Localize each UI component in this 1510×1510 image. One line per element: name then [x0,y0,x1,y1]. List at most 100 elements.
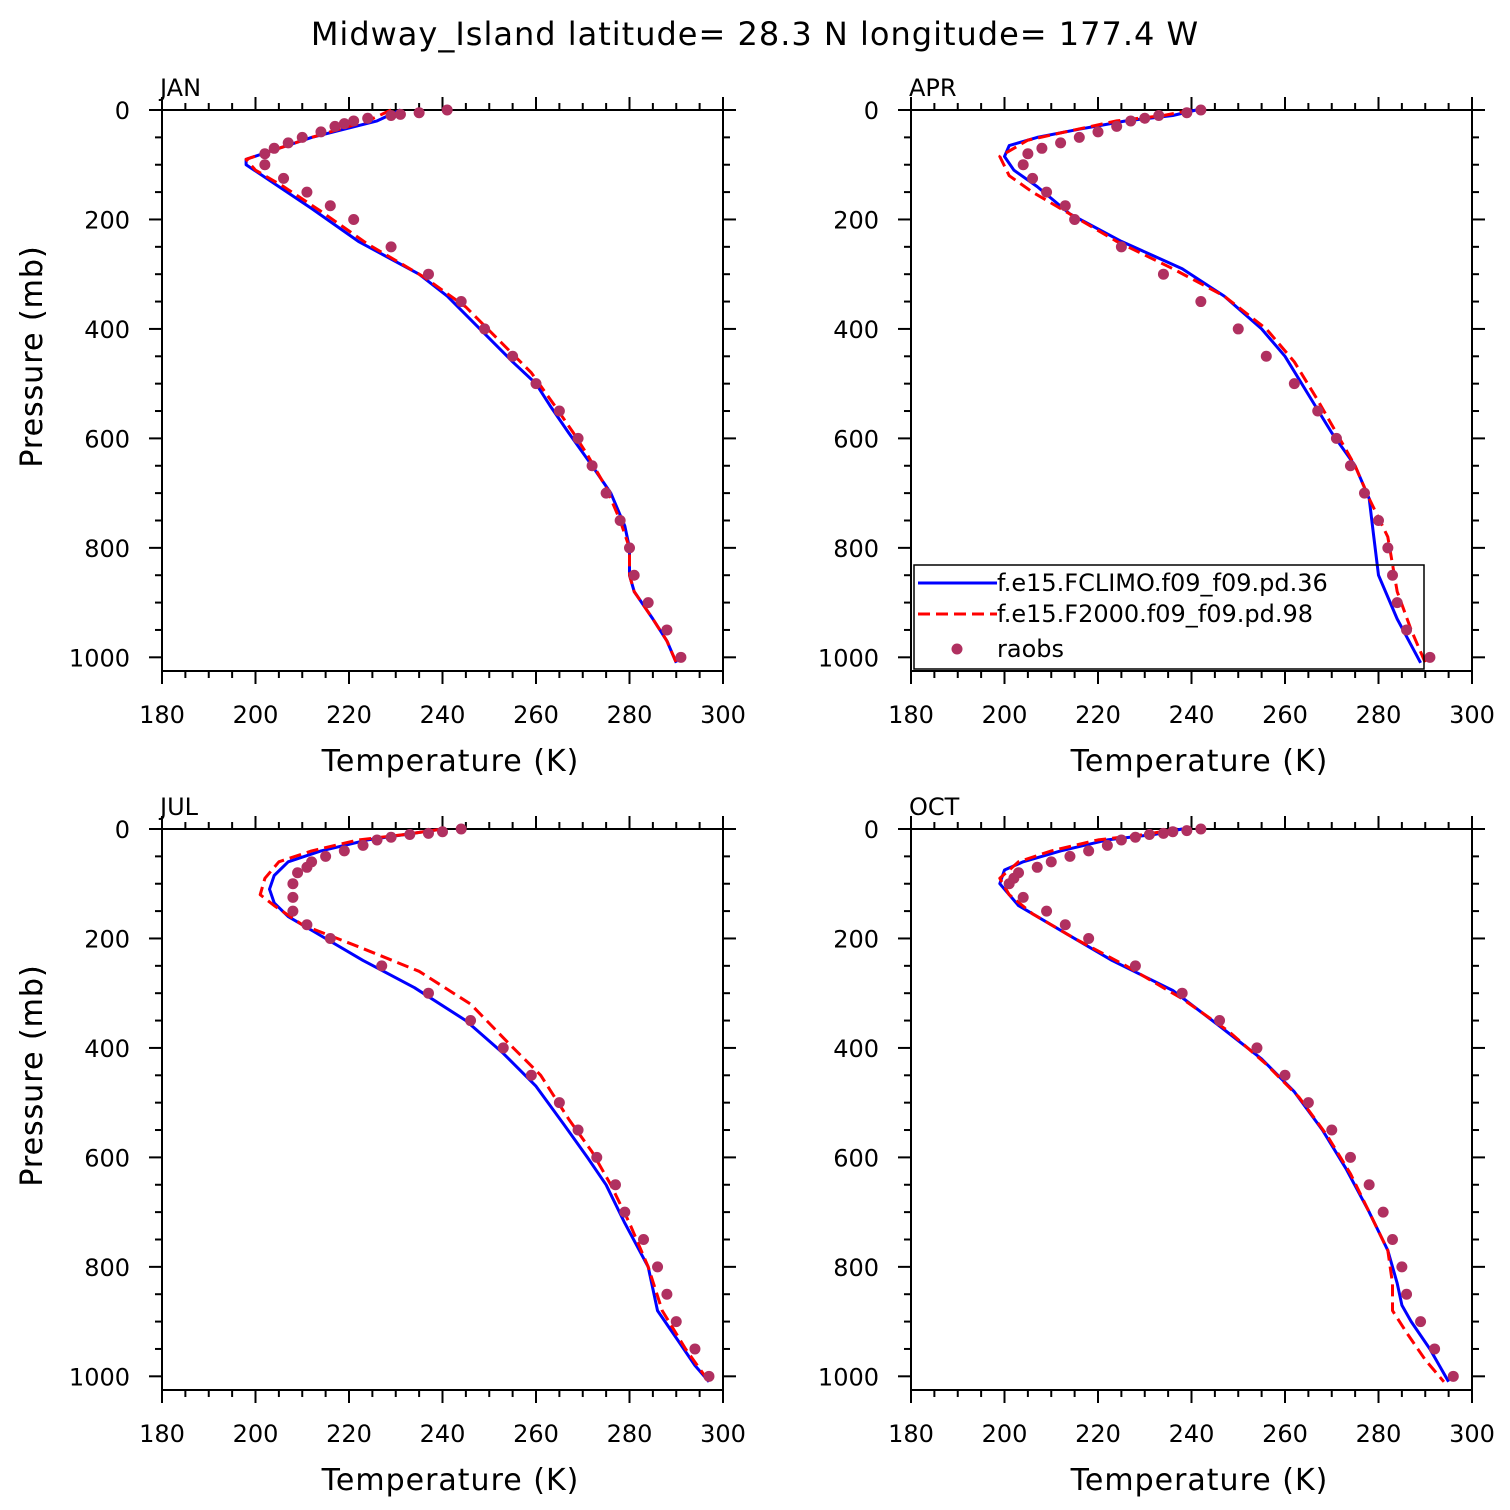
legend-box [913,564,1425,670]
x-tick-label: 260 [513,701,559,729]
panel-oct: OCT 180 200 220 240 260 280 300 0 200 400 600 800 100… [15,793,1495,1498]
raobs-point [1181,107,1193,119]
raobs-point [572,1124,584,1136]
raobs-point [1059,919,1071,931]
legend: f.e15.FCLIMO.f09_f09.pd.36 f.e15.F2000.f0… [913,564,1425,670]
x-tick-label: 260 [1262,1420,1308,1448]
raobs-point [1429,1343,1441,1355]
raobs-point [1391,597,1403,609]
x-tick-label: 260 [513,1420,559,1448]
raobs-point [301,186,313,198]
raobs-point [572,432,584,444]
raobs-point [1157,827,1169,839]
raobs-point [1377,1206,1389,1218]
x-tick-label: 260 [1262,701,1308,729]
raobs-point [1083,932,1095,944]
raobs-point [348,115,360,127]
series-line-f2000 [998,827,1446,1383]
raobs-point [324,200,336,212]
x-tick-label: 280 [1356,1420,1402,1448]
x-tick-label: 200 [233,1420,279,1448]
raobs-point [689,1343,701,1355]
raobs-point [1017,159,1029,171]
x-tick-label: 300 [1449,1420,1495,1448]
x-tick-label: 280 [607,701,653,729]
raobs-point [1059,200,1071,212]
y-tick-label: 800 [833,1254,879,1282]
raobs-point [652,1261,664,1273]
raobs-point [1036,142,1048,154]
y-tick-label: 1000 [818,1363,879,1391]
y-tick-label: 800 [84,1254,130,1282]
raobs-point [1073,131,1085,143]
x-tick-label: 300 [1449,701,1495,729]
raobs-point [1260,350,1272,362]
raobs-point [1326,1124,1338,1136]
x-tick-label: 280 [1356,701,1402,729]
raobs-point [1195,823,1207,835]
raobs-point [525,1069,537,1081]
y-tick-label: 1000 [69,644,130,672]
raobs-point [1330,432,1342,444]
raobs-point [1115,241,1127,253]
raobs-point [404,828,416,840]
raobs-point [287,891,299,903]
raobs-point [619,1206,631,1218]
raobs-point [292,867,304,879]
x-tick-label: 200 [982,701,1028,729]
x-tick-label: 220 [326,1420,372,1448]
raobs-point [1382,542,1394,554]
raobs-point [413,107,425,119]
x-tick-label: 220 [1075,1420,1121,1448]
raobs-point [1045,856,1057,868]
y-tick-label: 0 [115,97,130,125]
raobs-point [301,861,313,873]
plot-frame [910,828,1473,1391]
raobs-point [1022,148,1034,160]
raobs-point [441,104,453,116]
y-axis-title: Pressure (mb) [15,245,50,467]
raobs-point [1302,1097,1314,1109]
raobs-point [1288,378,1300,390]
legend-label: f.e15.FCLIMO.f09_f09.pd.36 [997,569,1328,597]
raobs-point [1387,1233,1399,1245]
raobs-point [1003,878,1015,890]
raobs-point [675,651,687,663]
y-tick-label: 800 [833,535,879,563]
x-axis-title: Temperature (K) [1070,1463,1329,1498]
figure-title: Midway_Island latitude= 28.3 N longitude… [311,15,1199,53]
raobs-point [1447,1370,1459,1382]
raobs-point [1279,1069,1291,1081]
raobs-point [278,172,290,184]
series-line-fclimo [268,827,711,1383]
raobs-point [628,569,640,581]
raobs-point [661,1288,673,1300]
legend-label: f.e15.F2000.f09_f09.pd.98 [997,600,1313,628]
raobs-point [1092,126,1104,138]
raobs-point [1083,845,1095,857]
raobs-point [371,834,383,846]
y-tick-label: 200 [833,925,879,953]
raobs-point [1176,987,1188,999]
raobs-point [282,137,294,149]
raobs-point [422,987,434,999]
y-tick-label: 200 [84,925,130,953]
plot-frame [161,828,724,1391]
raobs-point [586,460,598,472]
raobs-point [1139,112,1151,124]
x-tick-label: 220 [1075,701,1121,729]
x-axis-title: Temperature (K) [1070,744,1329,779]
series-line-fclimo [1003,108,1422,664]
x-axis-title: Temperature (K) [321,1463,580,1498]
y-tick-label: 0 [115,816,130,844]
raobs-point [591,1151,603,1163]
data-layer [998,108,1427,664]
raobs-point [1069,213,1081,225]
panel-apr: APR 180 200 220 240 260 280 300 0 200 400 600 800 100… [15,74,1495,779]
panel-label: JAN [158,74,201,102]
y-tick-label: 400 [84,316,130,344]
panel-label: JUL [158,793,199,821]
raobs-point [385,241,397,253]
y-tick-label: 400 [833,1035,879,1063]
